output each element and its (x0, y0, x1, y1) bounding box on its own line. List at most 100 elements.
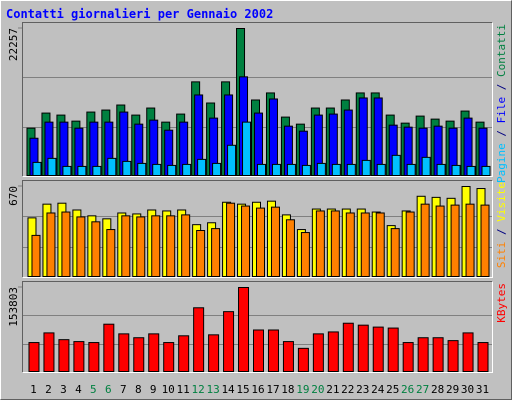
bar (345, 212, 355, 278)
x-tick-label: 31 (476, 383, 489, 396)
bar (420, 203, 430, 278)
y-tick-label: 153803 (7, 287, 20, 327)
bar (253, 329, 264, 373)
bar (462, 332, 474, 373)
x-tick-label: 12 (192, 383, 205, 396)
panel-border-light (22, 22, 493, 177)
legend-entry: KBytes (495, 283, 508, 323)
bar (226, 202, 236, 277)
x-tick-label: 27 (416, 383, 429, 396)
bar (32, 161, 42, 176)
x-tick-label: 22 (341, 383, 354, 396)
chart-title: Contatti giornalieri per Gennaio 2002 (6, 7, 273, 21)
x-tick-label: 16 (251, 383, 264, 396)
bar (76, 216, 86, 277)
bar (107, 157, 117, 176)
bar (402, 342, 414, 373)
bar (121, 215, 131, 277)
bar (432, 337, 444, 373)
bar (357, 324, 369, 373)
bar (212, 162, 222, 177)
bar (285, 219, 295, 278)
bar (118, 333, 130, 373)
bar (182, 163, 192, 177)
bar (61, 211, 71, 278)
bar (163, 342, 175, 373)
bar (286, 163, 296, 177)
bar (91, 221, 101, 277)
bar (406, 163, 416, 177)
bar (46, 212, 56, 278)
x-tick-label: 15 (236, 383, 249, 396)
bar (387, 327, 399, 372)
bar (166, 215, 176, 277)
bar (152, 163, 162, 177)
panel-border-dark (22, 180, 493, 278)
legend-separator: / (495, 123, 508, 143)
bar (181, 214, 191, 277)
bar (267, 329, 279, 373)
bar (238, 287, 250, 372)
x-tick-label: 6 (105, 383, 112, 396)
x-tick-label: 17 (266, 383, 279, 396)
legend: KBytes (495, 283, 508, 323)
x-tick-label: 2 (45, 383, 52, 396)
bar (148, 333, 160, 373)
legend-entry: Pagine (495, 143, 508, 183)
bar (28, 342, 40, 373)
bar (451, 164, 461, 176)
bar (73, 341, 85, 373)
x-tick-label: 4 (75, 383, 82, 396)
bar (193, 307, 205, 373)
bar (103, 323, 115, 372)
x-tick-label: 10 (162, 383, 175, 396)
x-tick-label: 21 (326, 383, 339, 396)
bar (436, 163, 446, 177)
legend-entry: File (495, 97, 508, 124)
bar (375, 212, 385, 278)
bar (92, 165, 102, 176)
bar (136, 216, 146, 277)
x-tick-label: 26 (401, 383, 414, 396)
panel-border-light (22, 180, 493, 278)
bar (447, 340, 459, 372)
bar (122, 160, 132, 176)
bar (137, 162, 147, 177)
bar (405, 211, 415, 278)
x-tick-label: 13 (206, 383, 219, 396)
legend: Pagine / File / Contatti (495, 24, 508, 183)
panel-border-dark (22, 281, 493, 373)
bar (133, 337, 145, 373)
bar (466, 165, 476, 176)
x-tick-label: 5 (90, 383, 97, 396)
bar (301, 164, 311, 176)
bar (58, 339, 70, 372)
bar (211, 228, 221, 277)
bar (376, 163, 386, 177)
bar (242, 121, 252, 177)
bar (196, 230, 206, 277)
bar (390, 228, 400, 277)
bar (241, 205, 251, 277)
x-tick-label: 25 (386, 383, 399, 396)
bar (481, 165, 491, 176)
x-tick-label: 3 (60, 383, 67, 396)
bar (421, 156, 431, 177)
bar (62, 165, 72, 176)
x-tick-label: 24 (371, 383, 385, 396)
bar (372, 326, 384, 372)
y-tick-label: 22257 (7, 28, 20, 61)
x-tick-label: 23 (356, 383, 369, 396)
legend: Siti / Visite (495, 182, 508, 268)
bar (480, 204, 490, 278)
bar (477, 342, 489, 373)
x-tick-label: 1 (30, 383, 37, 396)
bar (391, 154, 401, 177)
x-tick-label: 28 (431, 383, 444, 396)
y-tick-label: 670 (7, 186, 20, 206)
bar (300, 232, 310, 278)
bar (77, 165, 87, 176)
bar (315, 210, 325, 277)
bar (47, 157, 57, 176)
